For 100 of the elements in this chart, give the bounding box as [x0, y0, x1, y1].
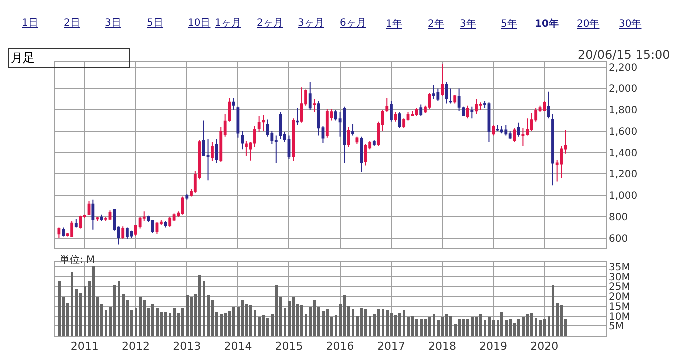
bar — [288, 301, 291, 336]
text: 1ヶ月 — [215, 18, 242, 29]
candlestick — [488, 102, 491, 143]
bar — [84, 286, 86, 336]
bar — [433, 314, 435, 336]
candlestick — [356, 136, 359, 145]
bar — [181, 308, 184, 336]
bar — [92, 266, 95, 336]
y-tick-label: 2,200 — [609, 62, 638, 74]
candlestick — [186, 194, 189, 200]
bar — [203, 281, 205, 336]
text: 3ヶ月 — [298, 18, 324, 29]
candlestick — [122, 226, 125, 240]
bar — [492, 320, 495, 336]
candlestick — [347, 126, 350, 148]
bar — [71, 272, 73, 336]
candlestick — [108, 210, 112, 221]
candlestick — [232, 98, 236, 111]
bar — [284, 308, 286, 336]
bar — [143, 300, 146, 336]
bar — [322, 311, 325, 336]
bar — [488, 317, 491, 336]
candlestick — [92, 199, 95, 230]
bar — [526, 314, 529, 336]
x-tick-label: 2016 — [326, 340, 354, 352]
bar — [369, 316, 371, 336]
candlestick — [215, 138, 218, 164]
bar — [441, 317, 444, 336]
bar — [249, 305, 252, 336]
bar — [58, 281, 61, 336]
candlestick — [300, 87, 304, 124]
bar — [407, 317, 410, 336]
text: 10年 — [535, 18, 559, 30]
x-tick-label: 2014 — [224, 340, 252, 352]
bar — [198, 275, 201, 336]
candlestick — [394, 112, 398, 122]
text: 1年 — [386, 18, 402, 30]
bar — [522, 317, 525, 336]
bar — [241, 300, 244, 336]
candlestick — [352, 124, 354, 136]
text: 2年 — [428, 18, 444, 30]
bar — [335, 315, 337, 336]
candlestick — [470, 106, 474, 120]
bar — [377, 309, 380, 336]
text: 20年 — [577, 18, 600, 30]
bar — [164, 312, 167, 336]
bar — [471, 317, 474, 336]
candlestick — [372, 140, 376, 147]
bar — [513, 323, 516, 336]
annotation: 20/06/15 15:00 — [578, 48, 670, 62]
bar — [437, 320, 440, 336]
bar — [415, 319, 418, 336]
bar — [352, 309, 354, 336]
bar — [326, 309, 329, 336]
y-tick-label: 15M — [609, 302, 630, 313]
bar — [186, 295, 189, 336]
candlestick — [428, 92, 432, 110]
bar — [135, 308, 137, 336]
candlestick — [274, 135, 278, 164]
candlestick — [326, 108, 329, 138]
bar — [543, 319, 546, 336]
candlestick — [543, 101, 546, 112]
y-tick-label: 20M — [609, 292, 630, 304]
candlestick — [496, 124, 500, 132]
text: 3年 — [460, 18, 476, 30]
bar — [245, 304, 248, 336]
y-tick-label: 1,000 — [609, 191, 638, 202]
y-tick-label: 35M — [609, 262, 630, 274]
candlestick — [398, 112, 402, 129]
candlestick — [454, 94, 457, 104]
y-tick-label: 1,400 — [609, 148, 638, 160]
y-tick-label: 25M — [609, 282, 630, 294]
candlestick — [547, 91, 550, 120]
candlestick — [236, 106, 240, 138]
bar — [424, 319, 427, 336]
y-tick-label: 1,200 — [609, 170, 638, 181]
bar — [509, 319, 512, 336]
x-tick-label: 2019 — [480, 340, 508, 352]
candlestick — [58, 227, 61, 239]
bar — [254, 310, 256, 336]
y-tick-label: 800 — [609, 212, 628, 224]
candlestick — [168, 216, 172, 228]
candlestick — [500, 126, 504, 134]
bar — [122, 294, 125, 336]
bar — [75, 289, 78, 336]
bar — [382, 309, 384, 336]
bar — [173, 308, 176, 336]
bar — [228, 311, 231, 336]
bar — [403, 310, 405, 336]
bar — [224, 313, 227, 336]
bar — [398, 313, 401, 336]
text: 5年 — [501, 18, 518, 30]
x-tick-label: 2020 — [530, 340, 559, 352]
candlestick — [79, 215, 82, 230]
y-tick-label: 2,000 — [609, 84, 638, 96]
bar — [207, 295, 210, 336]
text: 月足 — [11, 51, 127, 65]
text: 1日 — [22, 18, 38, 29]
bar — [458, 319, 461, 336]
y-tick-label: 1,800 — [609, 106, 638, 117]
